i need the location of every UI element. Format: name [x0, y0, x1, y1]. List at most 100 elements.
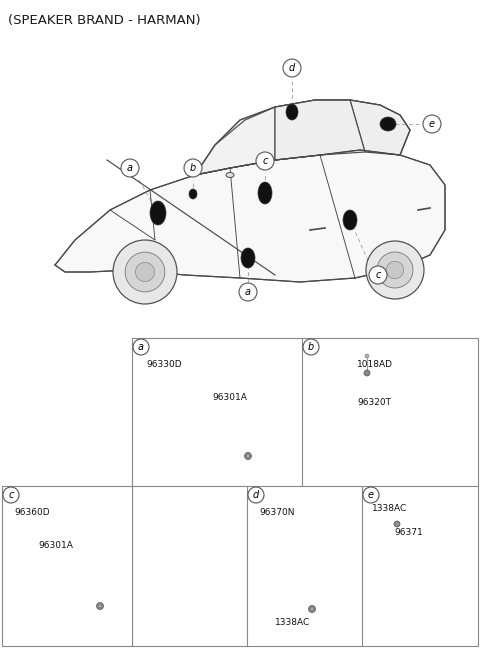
- Ellipse shape: [381, 554, 457, 582]
- Bar: [278, 542, 330, 600]
- Ellipse shape: [43, 542, 50, 548]
- Text: 1338AC: 1338AC: [372, 504, 407, 513]
- Polygon shape: [350, 100, 410, 155]
- Ellipse shape: [286, 104, 298, 120]
- Circle shape: [247, 455, 250, 457]
- Ellipse shape: [204, 417, 219, 430]
- Ellipse shape: [25, 539, 109, 613]
- FancyBboxPatch shape: [348, 401, 422, 458]
- Circle shape: [96, 602, 104, 609]
- Ellipse shape: [189, 189, 197, 199]
- Circle shape: [311, 607, 313, 611]
- Bar: [284, 550, 324, 592]
- Text: d: d: [289, 63, 295, 73]
- Circle shape: [369, 266, 387, 284]
- Circle shape: [377, 252, 413, 288]
- Circle shape: [256, 152, 274, 170]
- Ellipse shape: [372, 421, 397, 439]
- Text: c: c: [8, 490, 14, 500]
- Ellipse shape: [357, 432, 413, 454]
- Bar: [132, 338, 478, 646]
- Ellipse shape: [231, 455, 238, 461]
- Ellipse shape: [209, 422, 215, 426]
- Polygon shape: [195, 100, 410, 175]
- Text: 96320T: 96320T: [357, 398, 391, 407]
- Text: e: e: [429, 119, 435, 129]
- Ellipse shape: [150, 201, 166, 225]
- Ellipse shape: [39, 551, 96, 601]
- Text: 96301A: 96301A: [38, 541, 73, 550]
- Ellipse shape: [231, 387, 238, 393]
- Polygon shape: [275, 100, 365, 160]
- Circle shape: [423, 115, 441, 133]
- Circle shape: [366, 241, 424, 299]
- Circle shape: [113, 240, 177, 304]
- Ellipse shape: [60, 570, 74, 582]
- Ellipse shape: [381, 427, 389, 433]
- Text: 96370N: 96370N: [259, 508, 295, 517]
- Ellipse shape: [84, 542, 91, 548]
- Ellipse shape: [380, 117, 396, 131]
- Text: 1338AC: 1338AC: [275, 618, 310, 627]
- Ellipse shape: [186, 387, 193, 393]
- Text: 96360D: 96360D: [14, 508, 49, 517]
- Circle shape: [386, 261, 404, 279]
- Circle shape: [285, 552, 291, 560]
- Ellipse shape: [84, 604, 91, 610]
- Polygon shape: [278, 600, 336, 605]
- Circle shape: [316, 552, 324, 560]
- Ellipse shape: [253, 421, 261, 427]
- Ellipse shape: [391, 554, 447, 593]
- Ellipse shape: [181, 397, 243, 451]
- Circle shape: [316, 583, 324, 590]
- Ellipse shape: [365, 417, 405, 443]
- Circle shape: [125, 252, 165, 292]
- Circle shape: [364, 370, 370, 376]
- Ellipse shape: [187, 401, 237, 446]
- Circle shape: [184, 159, 202, 177]
- Text: a: a: [127, 163, 133, 173]
- Text: 96301A: 96301A: [212, 393, 247, 402]
- Bar: [401, 457, 408, 461]
- Ellipse shape: [377, 545, 461, 607]
- Polygon shape: [55, 150, 445, 282]
- Circle shape: [239, 283, 257, 301]
- Circle shape: [121, 159, 139, 177]
- FancyBboxPatch shape: [398, 596, 440, 611]
- Circle shape: [394, 521, 400, 527]
- Circle shape: [248, 487, 264, 503]
- FancyBboxPatch shape: [372, 588, 395, 609]
- Circle shape: [3, 487, 19, 503]
- Text: a: a: [138, 342, 144, 352]
- Ellipse shape: [105, 573, 111, 579]
- Circle shape: [135, 262, 155, 281]
- Ellipse shape: [166, 384, 258, 464]
- Ellipse shape: [175, 392, 249, 457]
- Text: b: b: [190, 163, 196, 173]
- Circle shape: [133, 339, 149, 355]
- Circle shape: [283, 59, 301, 77]
- Bar: [361, 457, 370, 461]
- Circle shape: [285, 583, 291, 590]
- Text: 96330D: 96330D: [146, 360, 181, 369]
- Ellipse shape: [241, 248, 255, 268]
- Text: d: d: [253, 490, 259, 500]
- Bar: [381, 457, 389, 461]
- Text: 1018AD: 1018AD: [357, 360, 393, 369]
- Ellipse shape: [44, 556, 90, 596]
- Text: c: c: [262, 156, 268, 166]
- Ellipse shape: [343, 210, 357, 230]
- Ellipse shape: [186, 455, 193, 461]
- Circle shape: [396, 523, 398, 525]
- Bar: [2, 486, 132, 646]
- Circle shape: [309, 605, 315, 613]
- Ellipse shape: [23, 573, 29, 579]
- Circle shape: [363, 487, 379, 503]
- Text: c: c: [375, 270, 381, 280]
- Ellipse shape: [258, 182, 272, 204]
- Circle shape: [365, 354, 369, 358]
- Text: e: e: [368, 490, 374, 500]
- Text: 96371: 96371: [394, 528, 423, 537]
- Ellipse shape: [64, 574, 70, 578]
- Text: b: b: [308, 342, 314, 352]
